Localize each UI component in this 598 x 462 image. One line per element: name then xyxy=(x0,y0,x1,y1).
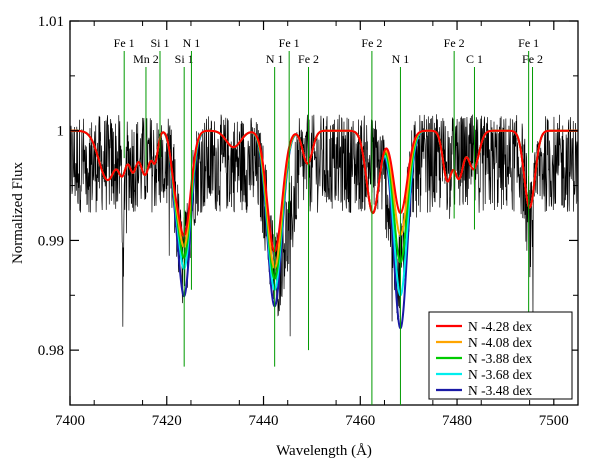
x-tick-label: 7460 xyxy=(345,413,375,429)
line-marker-label: N 1 xyxy=(266,52,284,66)
axes: 7400 7420 7440 7460 7480 7500 0.98 0.99 1 1.01 xyxy=(38,14,578,429)
legend-label: N -4.08 dex xyxy=(468,335,532,350)
line-marker-label: Mn 2 xyxy=(133,52,159,66)
line-marker-label: Fe 1 xyxy=(114,36,135,50)
model-series-line xyxy=(70,129,578,253)
line-marker-label: N 1 xyxy=(392,52,410,66)
line-marker-label: Si 1 xyxy=(175,52,194,66)
line-marker-label: N 1 xyxy=(183,36,201,50)
line-identifications: Fe 1 Mn 2 Si 1 Si 1 N 1 N 1 Fe 1 Fe 2 Fe 2 N 1 Fe … xyxy=(114,36,543,405)
line-marker-label: Fe 2 xyxy=(444,36,465,50)
x-tick-label: 7400 xyxy=(55,413,85,429)
legend-label: N -3.48 dex xyxy=(468,383,532,398)
line-marker-label: Fe 2 xyxy=(298,52,319,66)
y-tick-label: 0.99 xyxy=(38,233,64,249)
line-marker-label: Fe 2 xyxy=(522,52,543,66)
line-marker-label: Fe 1 xyxy=(518,36,539,50)
legend-label: N -3.68 dex xyxy=(468,367,532,382)
legend-label: N -3.88 dex xyxy=(468,351,532,366)
x-axis-title: Wavelength (Å) xyxy=(276,443,372,459)
line-marker-label: Fe 1 xyxy=(279,36,300,50)
y-tick-label: 1 xyxy=(57,124,65,140)
line-marker-label: Fe 2 xyxy=(361,36,382,50)
x-tick-label: 7500 xyxy=(539,413,569,429)
observed-spectrum-line xyxy=(70,114,578,337)
x-tick-label: 7420 xyxy=(152,413,182,429)
y-tick-label: 1.01 xyxy=(38,14,64,30)
y-axis-title: Normalized Flux xyxy=(10,161,26,264)
x-tick-label: 7480 xyxy=(442,413,472,429)
line-marker-label: Si 1 xyxy=(150,36,169,50)
plot-area xyxy=(70,114,578,337)
legend-label: N -4.28 dex xyxy=(468,319,532,334)
line-marker-label: C 1 xyxy=(466,52,483,66)
plot-frame xyxy=(69,20,579,406)
x-tick-label: 7440 xyxy=(249,413,279,429)
y-tick-label: 0.98 xyxy=(38,343,64,359)
